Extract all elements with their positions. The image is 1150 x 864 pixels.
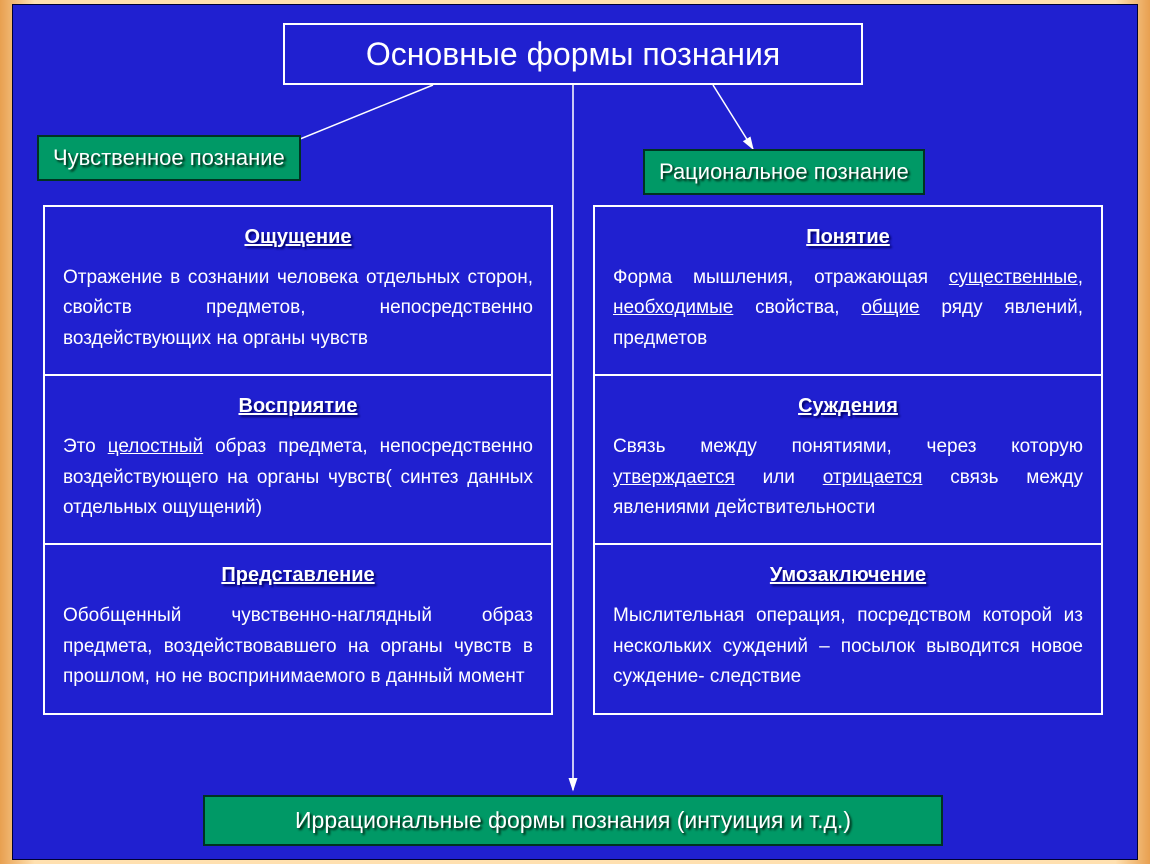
left-row-3-body: Обобщенный чувственно-наглядный образ пр… [63, 601, 533, 692]
branch-right-box: Рациональное познание [643, 149, 925, 195]
underlined: общие [861, 297, 919, 318]
underlined: существенные [949, 267, 1078, 288]
text: Связь между понятиями, через которую [613, 436, 1083, 457]
branch-right-label: Рациональное познание [659, 159, 909, 184]
left-row-1: Ощущение Отражение в сознании человека о… [45, 207, 551, 376]
right-table: Понятие Форма мышления, отражающая сущес… [593, 205, 1103, 715]
right-row-2-body: Связь между понятиями, через которую утв… [613, 432, 1083, 523]
text: Это [63, 436, 108, 457]
bottom-label: Иррациональные формы познания (интуиция … [295, 807, 851, 833]
right-row-1: Понятие Форма мышления, отражающая сущес… [595, 207, 1101, 376]
left-row-2: Восприятие Это целостный образ предмета,… [45, 376, 551, 545]
underlined: утверждается [613, 467, 735, 488]
left-row-3-title: Представление [63, 559, 533, 591]
left-table: Ощущение Отражение в сознании человека о… [43, 205, 553, 715]
text: или [735, 467, 823, 488]
text: Форма мышления, отражающая [613, 267, 949, 288]
title-box: Основные формы познания [283, 23, 863, 85]
right-row-2-title: Суждения [613, 390, 1083, 422]
right-row-2: Суждения Связь между понятиями, через ко… [595, 376, 1101, 545]
slide: Основные формы познания Чувственное позн… [12, 4, 1138, 860]
underlined: целостный [108, 436, 203, 457]
title-text: Основные формы познания [366, 36, 780, 73]
right-row-1-body: Форма мышления, отражающая существенные,… [613, 263, 1083, 354]
right-row-3: Умозаключение Мыслительная операция, пос… [595, 545, 1101, 712]
left-row-1-title: Ощущение [63, 221, 533, 253]
underlined: необходимые [613, 297, 733, 318]
text: , [1078, 267, 1083, 288]
left-row-2-title: Восприятие [63, 390, 533, 422]
branch-left-label: Чувственное познание [53, 145, 285, 170]
underlined: отрицается [823, 467, 923, 488]
left-row-2-body: Это целостный образ предмета, непосредст… [63, 432, 533, 523]
right-row-1-title: Понятие [613, 221, 1083, 253]
right-row-3-body: Мыслительная операция, посредством котор… [613, 601, 1083, 692]
left-row-1-body: Отражение в сознании человека отдельных … [63, 263, 533, 354]
text: свойства, [733, 297, 861, 318]
right-row-3-title: Умозаключение [613, 559, 1083, 591]
left-row-3: Представление Обобщенный чувственно-нагл… [45, 545, 551, 712]
bottom-box: Иррациональные формы познания (интуиция … [203, 795, 943, 846]
branch-left-box: Чувственное познание [37, 135, 301, 181]
